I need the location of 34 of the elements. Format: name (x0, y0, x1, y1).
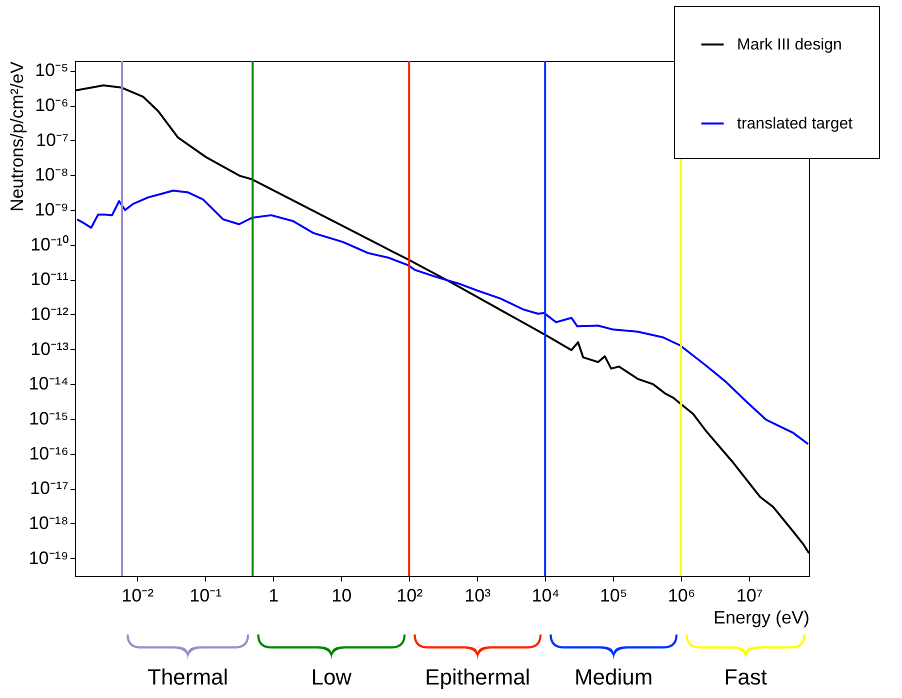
y-tick-label: 10⁻¹⁶ (29, 443, 68, 464)
y-tick-label: 10⁻⁹ (34, 200, 68, 220)
x-tick-label: 10³ (464, 586, 491, 606)
y-tick-label: 10⁻¹⁹ (28, 548, 68, 568)
y-tick-label: 10⁻⁷ (36, 130, 68, 150)
legend-label: Mark III design (737, 36, 842, 54)
x-axis-title: Energy (eV) (713, 608, 810, 628)
y-tick-label: 10⁻¹⁴ (28, 374, 68, 394)
legend-label: translated target (737, 116, 854, 132)
text: Epithermal (425, 664, 530, 690)
y-tick-label: 10⁻¹³ (30, 338, 68, 359)
text: Thermal (148, 664, 228, 690)
x-tick-label: 10⁶ (668, 586, 696, 606)
y-tick-label: 10⁻⁸ (34, 164, 68, 185)
x-tick-label: 10⁻¹ (190, 586, 222, 606)
y-tick-label: 10⁻¹⁷ (30, 478, 68, 498)
y-axis-title: Neutrons/p/cm²/eV (6, 62, 27, 212)
x-tick-label: 10⁻² (122, 586, 154, 606)
x-tick-label: 1 (268, 586, 279, 606)
x-tick-label: 10⁴ (532, 586, 560, 606)
x-tick-label: 10 (332, 586, 352, 606)
y-tick-label: 10⁻⁶ (35, 95, 68, 116)
y-tick-label: 10⁻¹¹ (30, 269, 68, 290)
x-tick-label: 10² (396, 586, 423, 606)
y-tick-label: 10⁻⁵ (35, 60, 68, 80)
y-tick-label: 10⁻¹² (30, 304, 68, 324)
y-tick-label: 10⁻¹⁵ (29, 408, 68, 428)
x-tick-label: 10⁵ (600, 586, 628, 606)
text: Low (311, 664, 352, 690)
y-tick-label: 10⁻¹⁸ (28, 512, 68, 533)
text: Medium (574, 664, 653, 690)
x-tick-label: 10⁷ (736, 586, 763, 606)
text: Fast (724, 664, 767, 690)
y-tick-label: 10⁻¹⁰ (30, 234, 68, 254)
